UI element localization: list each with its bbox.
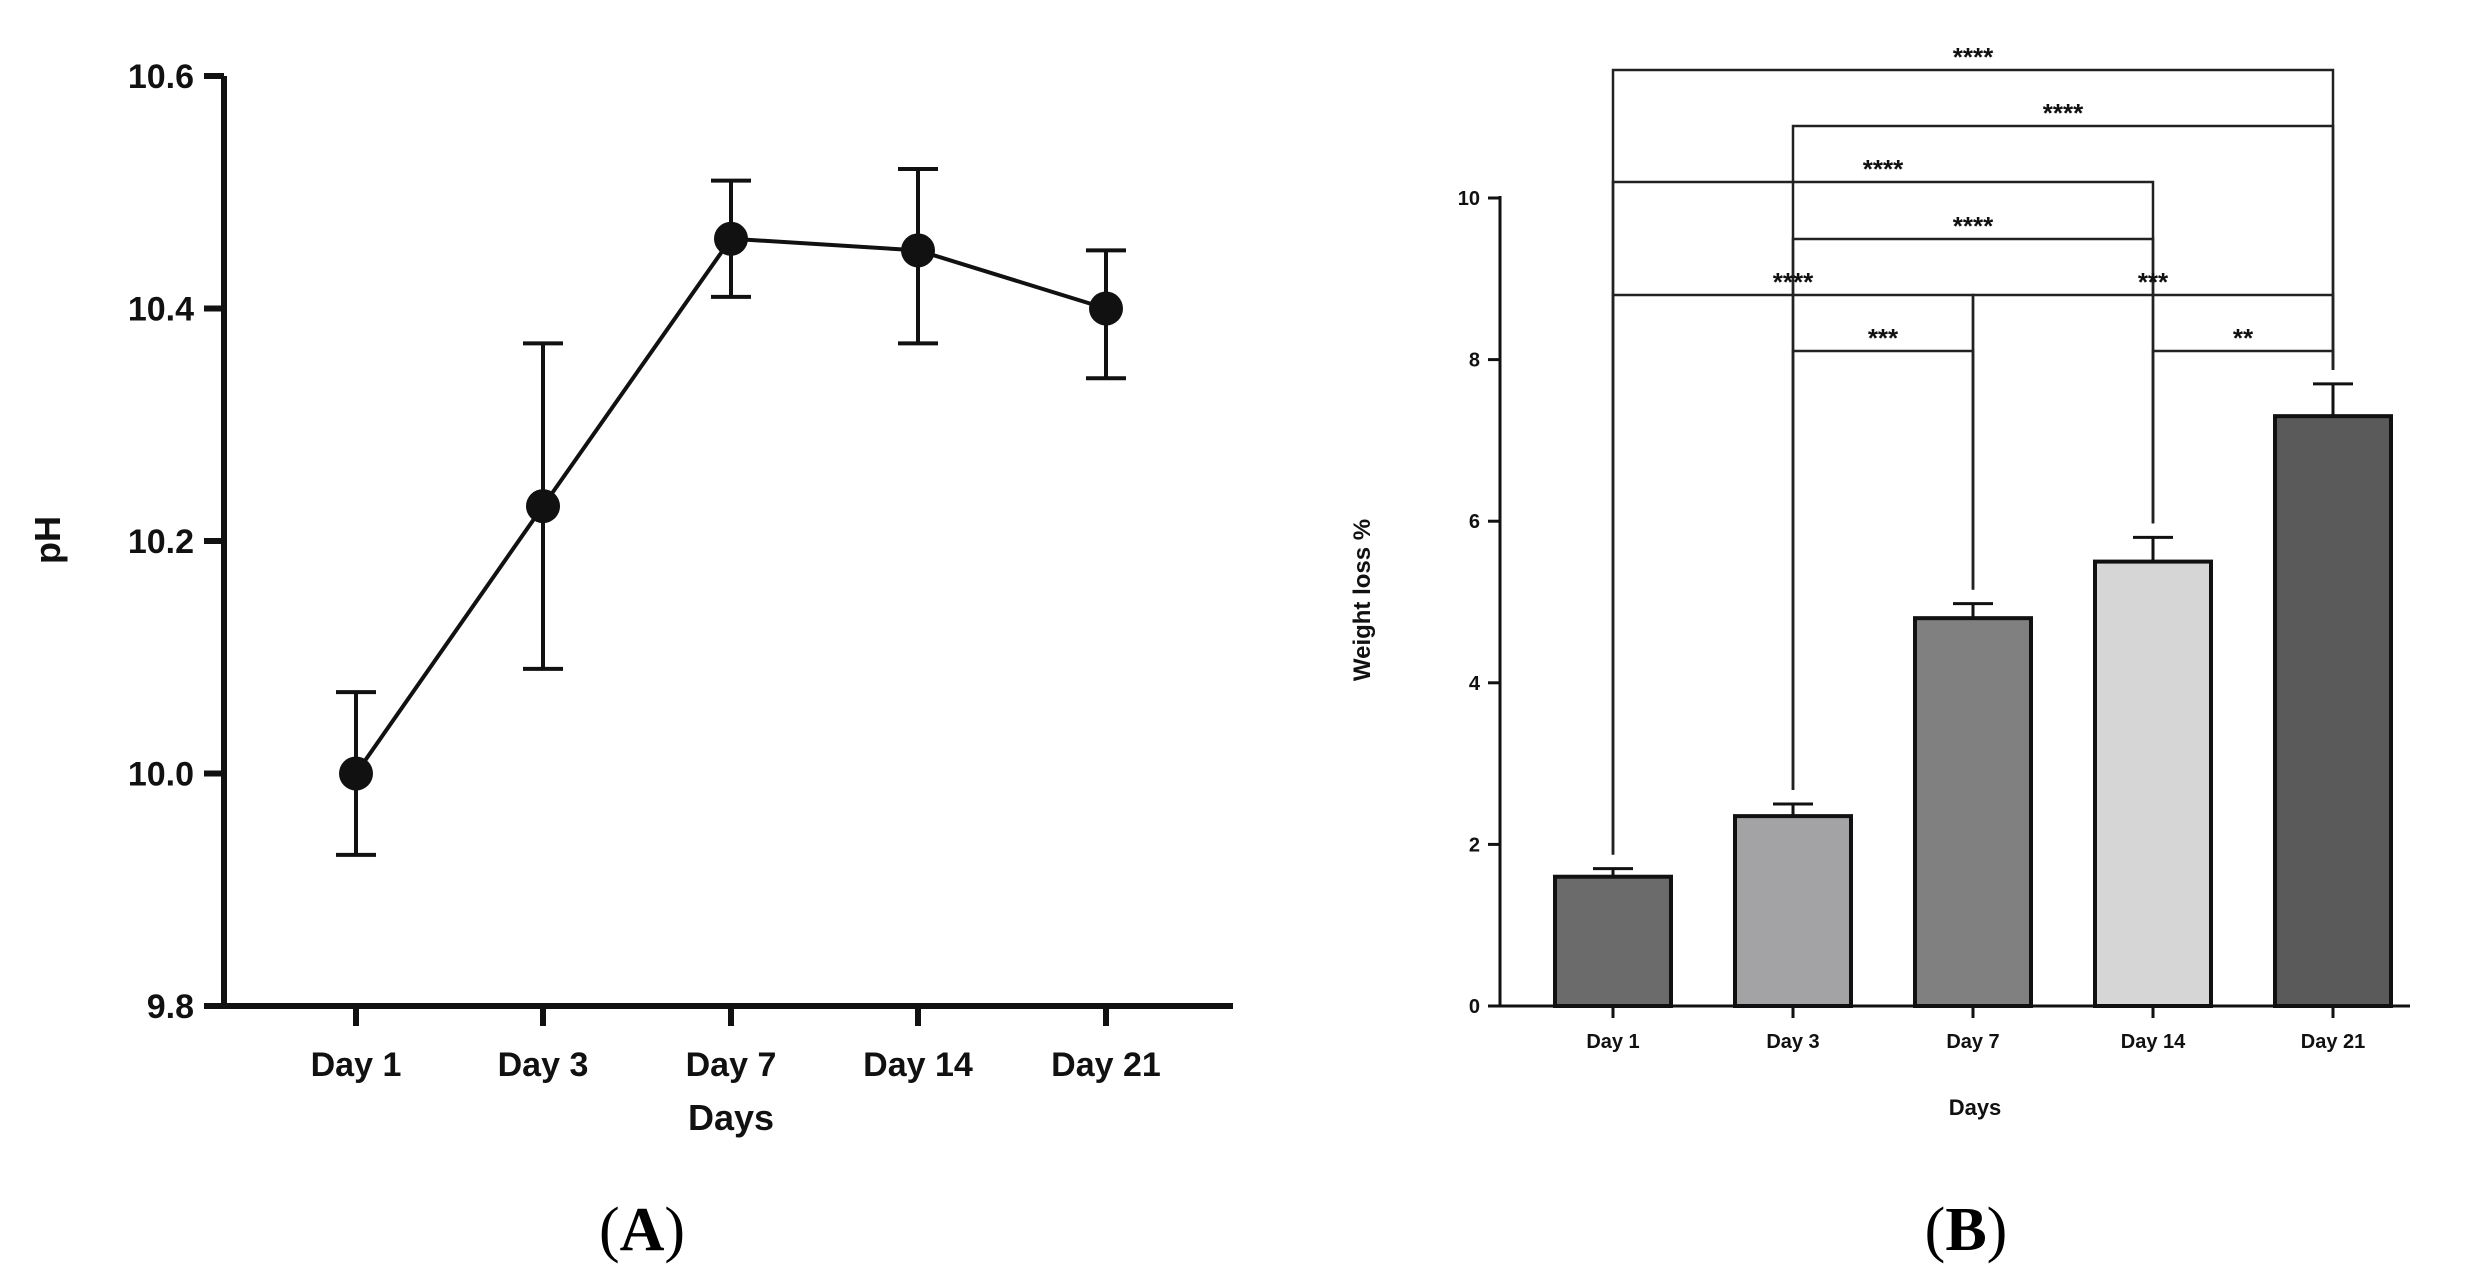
panel-b-significance-label: **** bbox=[1953, 211, 1994, 241]
panel-b-y-axis-label: Weight loss % bbox=[1349, 519, 1376, 681]
panel-a-x-tick-label: Day 3 bbox=[498, 1046, 589, 1084]
panel-b-significance-bracket bbox=[1611, 180, 2155, 855]
panel-b-y-tick-label: 4 bbox=[1469, 673, 1481, 695]
panel-b-bar bbox=[2273, 414, 2393, 1009]
panel-b-significance-label: **** bbox=[2043, 98, 2084, 128]
panel-b-significance-label: **** bbox=[1953, 42, 1994, 72]
panel-b-bar bbox=[2093, 559, 2213, 1008]
panel-b-x-tick-label: Day 21 bbox=[2301, 1031, 2366, 1053]
panel-b-bar bbox=[1733, 814, 1853, 1008]
panel-b-x-tick-label: Day 14 bbox=[2121, 1031, 2186, 1053]
panel-a-y-tick-label: 10.0 bbox=[128, 756, 194, 794]
panel-b-y-tick-label: 10 bbox=[1458, 188, 1480, 210]
panel-a-x-tick-label: Day 1 bbox=[311, 1046, 402, 1084]
panel-b-x-tick-label: Day 3 bbox=[1766, 1031, 1819, 1053]
panel-a-series-line bbox=[354, 236, 1107, 775]
panel-b-bar bbox=[1913, 616, 2033, 1008]
panel-b-bar bbox=[1553, 874, 1673, 1008]
panel-b-significance-label: ** bbox=[2233, 323, 2254, 353]
panel-b-significance-label: **** bbox=[1863, 154, 1904, 184]
panel-b-y-tick-label: 0 bbox=[1469, 996, 1480, 1018]
panel-b-x-tick-label: Day 7 bbox=[1946, 1031, 1999, 1053]
panel-a-data-point bbox=[901, 233, 935, 268]
panel-a-y-tick-label: 9.8 bbox=[147, 988, 194, 1026]
panel-a-data-point bbox=[526, 489, 560, 524]
panel-b-significance-label: *** bbox=[2138, 267, 2169, 297]
panel-a-x-tick-label: Day 14 bbox=[863, 1046, 973, 1084]
panel-a-label: (A) bbox=[599, 1196, 685, 1264]
panel-a-y-axis-label: pH bbox=[27, 516, 68, 564]
panel-a-x-axis-label: Days bbox=[688, 1097, 774, 1138]
panel-a-x-tick-label: Day 21 bbox=[1051, 1046, 1161, 1084]
panel-a-y-tick-label: 10.6 bbox=[128, 58, 194, 96]
panel-b-significance-bracket bbox=[2151, 349, 2335, 524]
panel-a-data-point bbox=[714, 221, 748, 256]
panel-b-x-axis-label: Days bbox=[1949, 1095, 2002, 1120]
panel-a-y-tick-label: 10.2 bbox=[128, 523, 194, 561]
panel-a-data-point bbox=[1089, 291, 1123, 326]
panel-b-significance-label: **** bbox=[1773, 267, 1814, 297]
panel-b-y-tick-label: 8 bbox=[1469, 350, 1480, 372]
panel-a-line-chart: 9.8 10.0 10.2 10.4 10.6 Day 1 Day 3 Day 7 Day 1… bbox=[27, 58, 1233, 1264]
panel-a-y-tick-label: 10.4 bbox=[128, 291, 194, 329]
panel-a-x-tick-label: Day 7 bbox=[686, 1046, 777, 1084]
panel-a-data-point bbox=[339, 756, 373, 791]
panel-b-label: (B) bbox=[1925, 1196, 2008, 1264]
panel-b-x-tick-label: Day 1 bbox=[1586, 1031, 1639, 1053]
panel-b-significance-bracket bbox=[1791, 124, 2335, 790]
panel-b-y-tick-label: 2 bbox=[1469, 834, 1480, 856]
panel-b-significance-label: *** bbox=[1868, 323, 1899, 353]
panel-b-y-tick-label: 6 bbox=[1469, 511, 1480, 533]
panel-b-significance-bracket bbox=[1791, 349, 1975, 790]
